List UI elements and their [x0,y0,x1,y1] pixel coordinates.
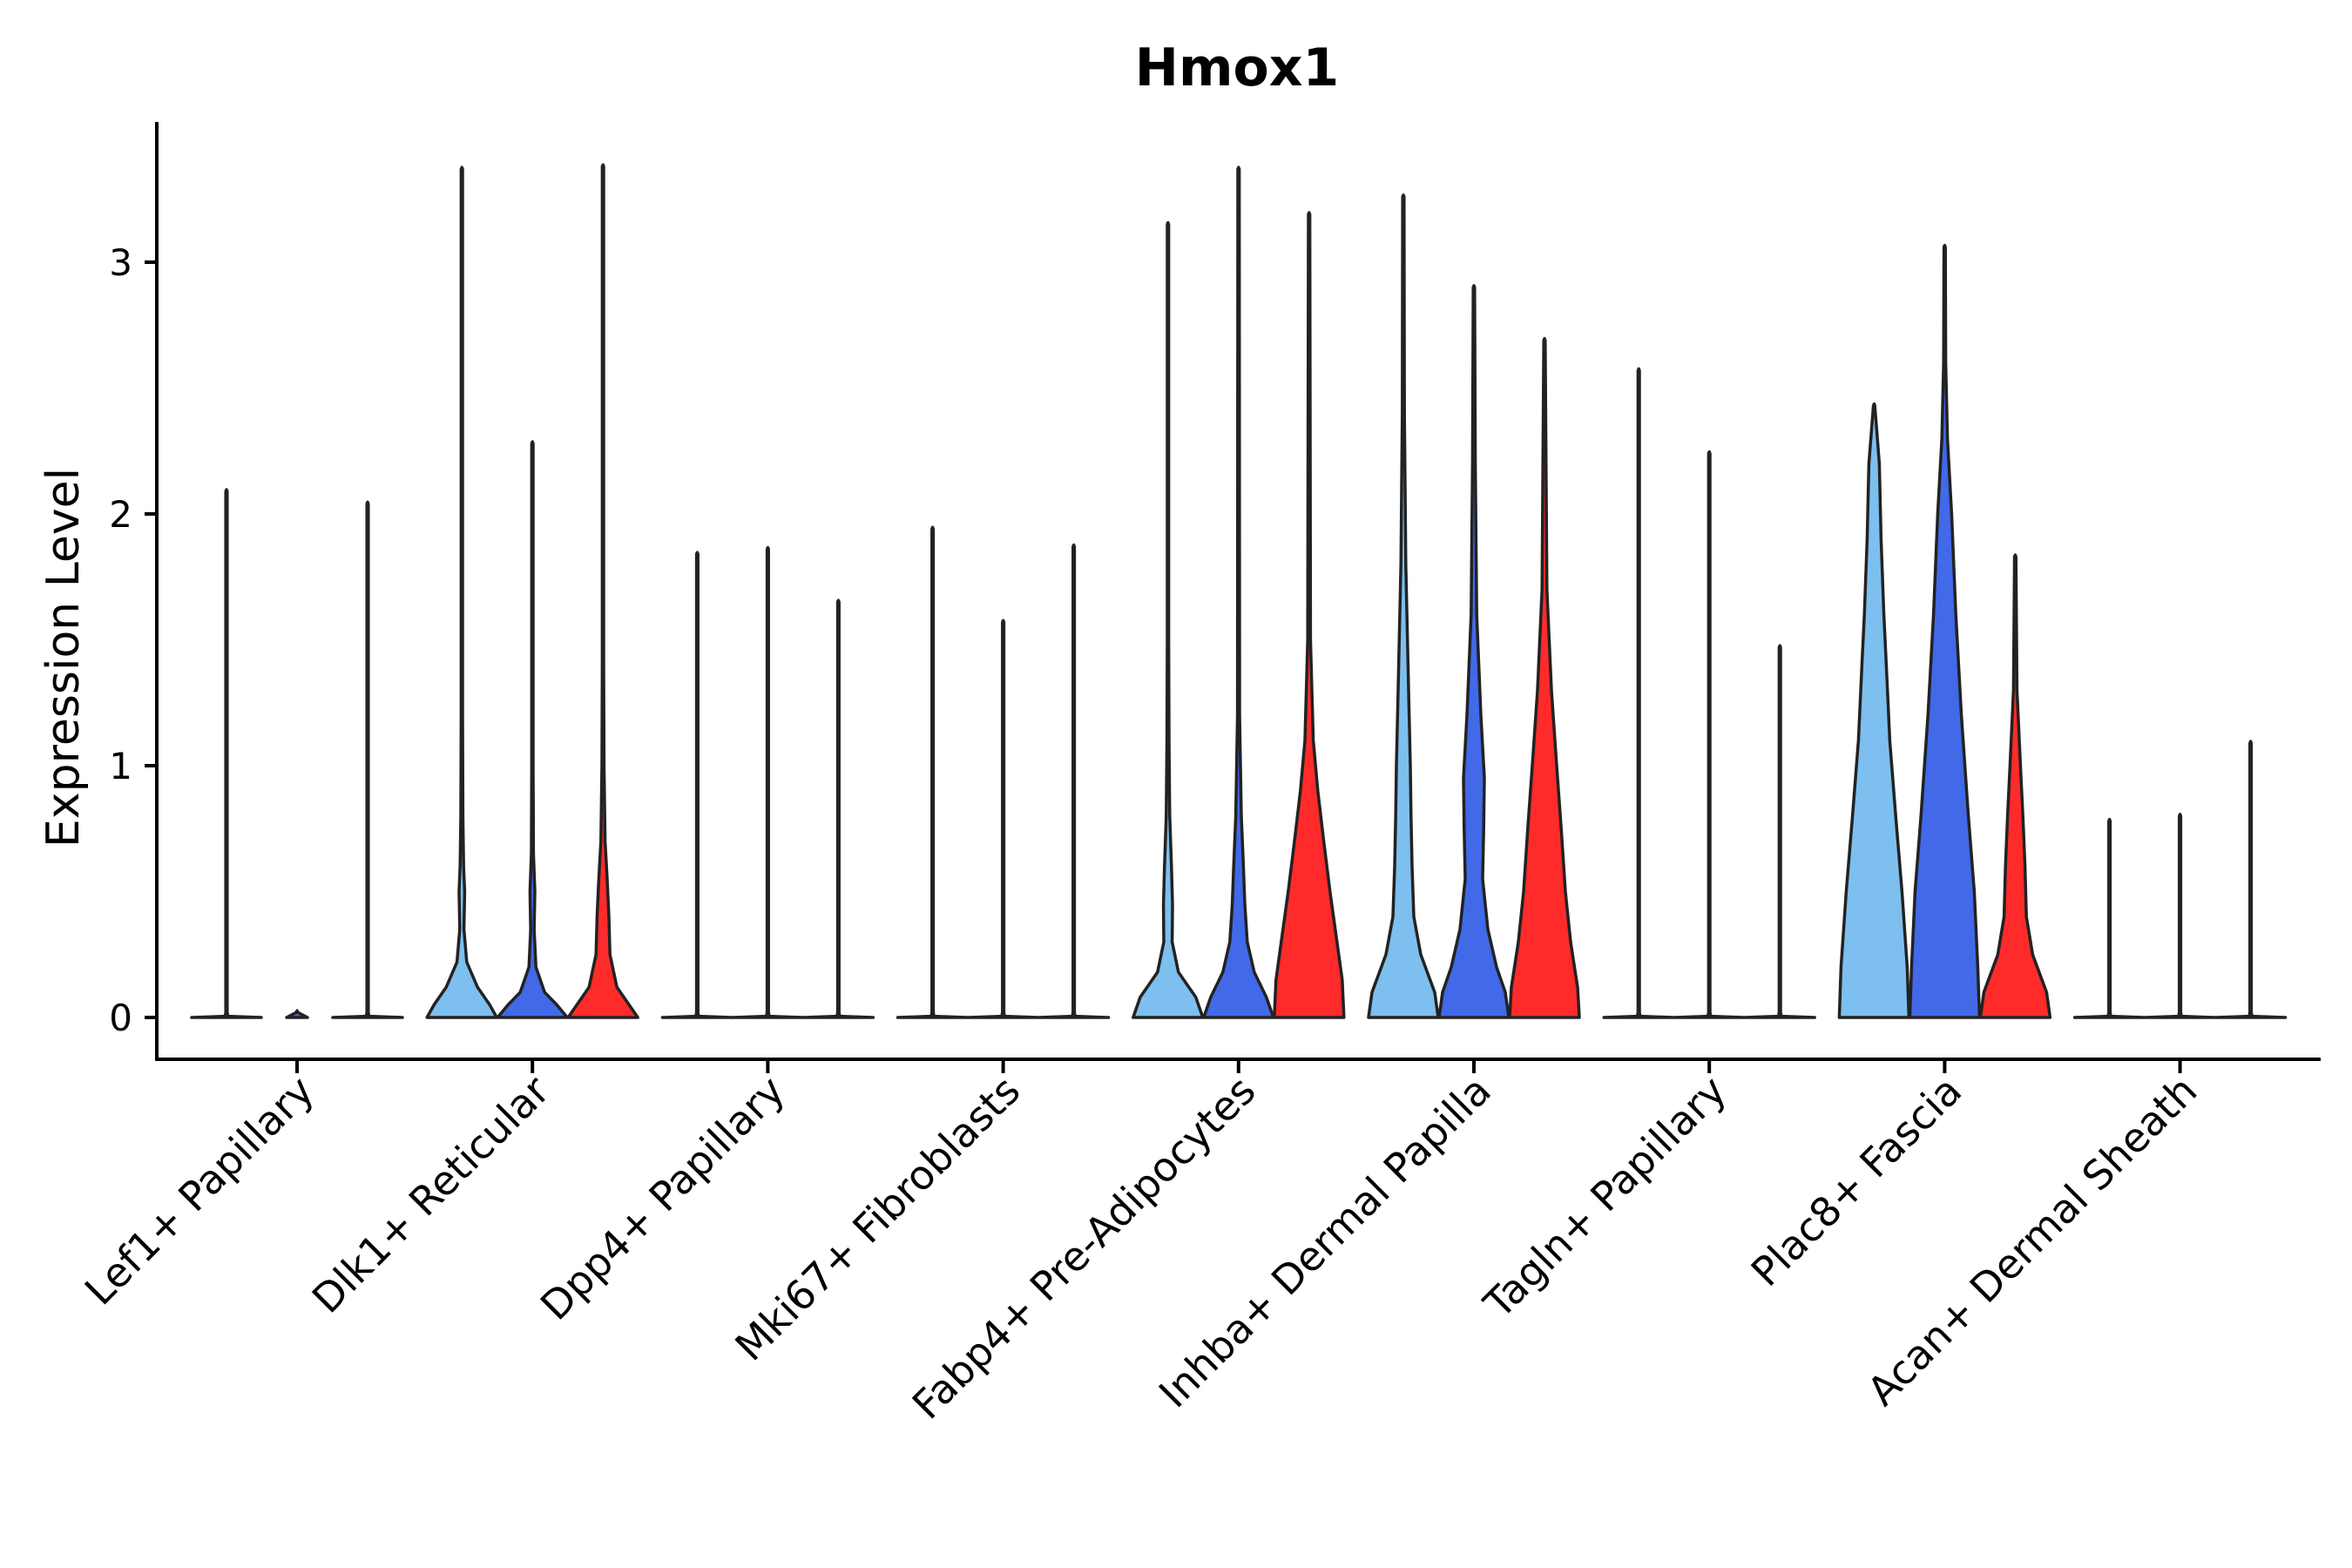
violin-8-2 [1908,243,1982,1019]
violin-3-3 [801,598,875,1019]
violin-6-1 [1367,193,1440,1019]
violin-6-2 [1437,284,1511,1019]
violin-4-3 [1037,543,1111,1019]
violin-8-1 [1837,402,1911,1019]
violin-5-3 [1273,211,1346,1019]
y-axis-label: Expression Level [37,468,90,848]
violin-1-3 [331,500,404,1019]
x-tick-label: Plac8+ Fascia [1742,1067,1970,1295]
violin-7-3 [1743,644,1816,1019]
y-ticks: 0 1 2 3 [109,241,157,1039]
violin-3-2 [731,545,805,1019]
violin-1-2 [285,1009,309,1019]
plot-area [190,163,2288,1019]
violin-2-3 [566,163,639,1019]
violin-4-2 [966,618,1040,1019]
violin-7-1 [1602,367,1675,1019]
axes [155,122,2321,1061]
chart-title: Hmox1 [1135,37,1339,98]
violin-4-1 [896,525,970,1019]
x-tick-label: Tagln+ Papillary [1474,1067,1735,1328]
violin-5-1 [1132,220,1205,1019]
violin-5-2 [1202,166,1275,1019]
x-tick-label: Lef1+ Papillary [76,1067,323,1315]
violin-3-1 [660,551,734,1019]
violin-6-3 [1508,336,1581,1019]
violin-2-2 [496,440,569,1019]
x-tick-label: Dlk1+ Reticular [303,1067,558,1322]
violin-9-1 [2072,817,2146,1019]
y-tick-label: 3 [109,241,132,284]
violin-9-2 [2143,813,2217,1019]
violin-7-2 [1673,449,1746,1019]
violin-2-1 [425,166,498,1019]
x-tick-label: Dpp4+ Papillary [531,1067,794,1329]
violin-9-3 [2213,740,2288,1019]
violin-8-3 [1978,553,2052,1019]
y-tick-label: 1 [109,745,132,787]
y-tick-label: 2 [109,493,132,536]
violin-1-1 [190,488,263,1019]
y-tick-label: 0 [109,997,132,1039]
